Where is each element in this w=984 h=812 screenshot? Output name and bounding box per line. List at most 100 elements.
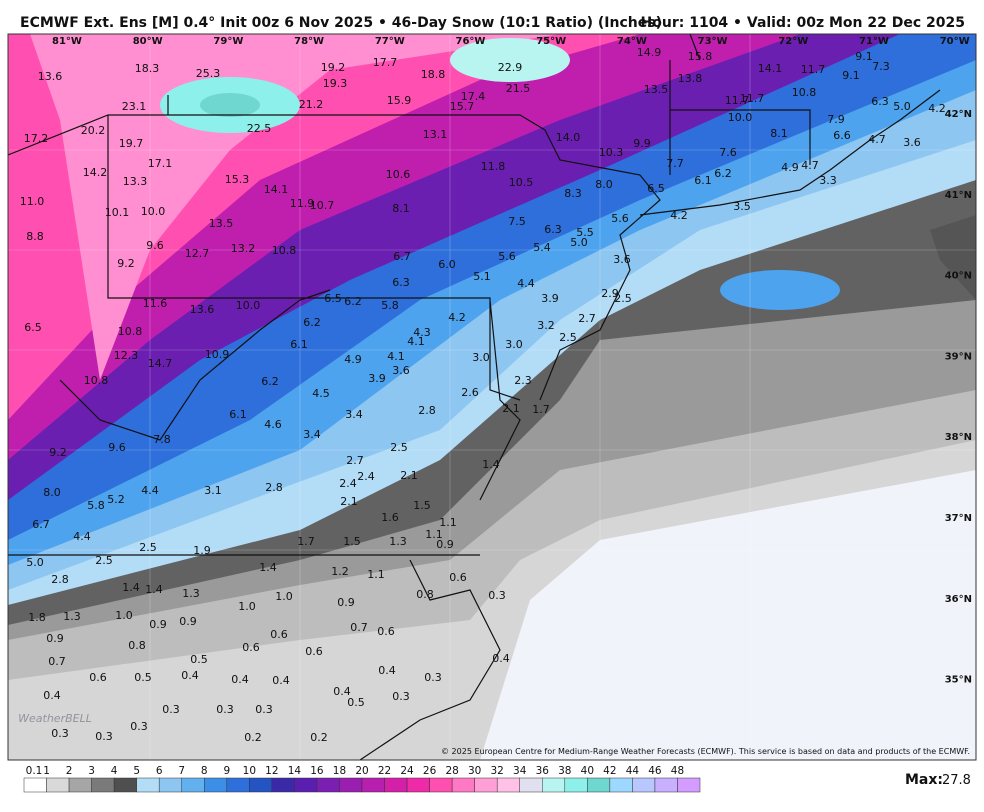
value-label: 6.0 [438, 258, 456, 271]
value-label: 1.4 [259, 561, 277, 574]
latitude-label: 36°N [945, 594, 972, 605]
value-label: 3.0 [472, 351, 490, 364]
colorbar-swatch [158, 777, 182, 793]
colorbar-swatch [587, 777, 611, 793]
value-label: 3.9 [541, 292, 559, 305]
value-label: 2.5 [614, 292, 632, 305]
value-label: 9.1 [855, 50, 873, 63]
value-label: 6.1 [229, 408, 247, 421]
value-label: 0.5 [134, 671, 152, 684]
value-label: 0.6 [89, 671, 107, 684]
value-label: 1.1 [439, 516, 457, 529]
longitude-label: 75°W [536, 36, 566, 47]
value-label: 0.3 [392, 690, 410, 703]
value-label: 0.4 [378, 664, 396, 677]
colorbar-label: 8 [201, 765, 208, 777]
colorbar-swatch [339, 777, 363, 793]
colorbar-swatch [23, 777, 47, 793]
value-label: 2.5 [95, 554, 113, 567]
value-label: 0.6 [377, 625, 395, 638]
value-label: 1.6 [381, 511, 399, 524]
value-label: 11.8 [481, 160, 506, 173]
title: ECMWF Ext. Ens [M] 0.4° Init 00z 6 Nov 2… [20, 15, 662, 31]
value-label: 10.8 [118, 325, 143, 338]
colorbar-label: 5 [133, 765, 140, 777]
value-label: 11.7 [801, 63, 826, 76]
value-label: 6.7 [393, 250, 411, 263]
value-label: 2.9 [601, 287, 619, 300]
value-label: 0.3 [488, 589, 506, 602]
longitude-label: 70°W [940, 36, 970, 47]
value-label: 8.8 [26, 230, 44, 243]
value-label: 0.3 [95, 730, 113, 743]
value-label: 4.1 [407, 335, 425, 348]
colorbar-swatch [429, 777, 453, 793]
value-label: 2.7 [578, 312, 596, 325]
colorbar-swatch [136, 777, 160, 793]
colorbar-label: 26 [423, 765, 437, 777]
value-label: 10.8 [84, 374, 109, 387]
value-label: 13.5 [209, 217, 234, 230]
value-label: 0.2 [310, 731, 328, 744]
colorbar-label: 38 [558, 765, 571, 777]
value-label: 0.3 [424, 671, 442, 684]
value-label: 3.4 [345, 408, 363, 421]
value-label: 0.9 [337, 596, 355, 609]
map-frame [7, 33, 977, 761]
value-label: 6.2 [344, 295, 362, 308]
value-label: 13.3 [123, 175, 148, 188]
value-label: 6.3 [392, 276, 410, 289]
value-label: 1.5 [413, 499, 431, 512]
value-label: 0.3 [162, 703, 180, 716]
colorbar-label: 3 [88, 765, 95, 777]
latitude-labels: 42°N 41°N 40°N 39°N 38°N 37°N 36°N 35°N [945, 109, 972, 686]
value-label: 7.5 [508, 215, 526, 228]
value-label: 18.8 [421, 68, 446, 81]
value-label: 15.9 [387, 94, 412, 107]
value-label: 10.8 [272, 244, 297, 257]
latitude-label: 38°N [945, 432, 972, 443]
colorbar-swatch [654, 777, 678, 793]
value-label: 5.4 [533, 241, 551, 254]
value-label: 6.5 [647, 182, 665, 195]
value-label: 18.3 [135, 62, 160, 75]
max-label: Max: [905, 772, 943, 788]
colorbar-label: 20 [355, 765, 368, 777]
value-label: 8.3 [564, 187, 582, 200]
value-label: 4.7 [868, 133, 886, 146]
colorbar-swatch [519, 777, 543, 793]
value-label: 1.4 [145, 583, 163, 596]
value-label: 3.0 [505, 338, 523, 351]
value-label: 0.4 [492, 652, 510, 665]
colorbar-label: 4 [111, 765, 118, 777]
value-label: 1.3 [389, 535, 407, 548]
value-label: 8.0 [43, 486, 61, 499]
value-label: 9.6 [146, 239, 164, 252]
value-label: 3.6 [903, 136, 921, 149]
value-label: 13.5 [644, 83, 669, 96]
value-label: 21.2 [299, 98, 324, 111]
value-label: 19.2 [321, 61, 346, 74]
value-label: 17.2 [24, 132, 49, 145]
colorbar-label: 14 [288, 765, 302, 777]
value-label: 2.5 [139, 541, 157, 554]
colorbar-label: 10 [243, 765, 256, 777]
value-label: 6.2 [303, 316, 321, 329]
value-label: 10.0 [728, 111, 753, 124]
value-label: 0.4 [231, 673, 249, 686]
longitude-label: 74°W [617, 36, 647, 47]
longitude-label: 72°W [778, 36, 808, 47]
colorbar-swatch [181, 777, 205, 793]
value-label: 3.4 [303, 428, 321, 441]
colorbar-swatch [316, 777, 340, 793]
value-label: 20.2 [81, 124, 106, 137]
colorbar-label: 46 [648, 765, 662, 777]
value-label: 3.6 [392, 364, 410, 377]
value-label: 5.1 [473, 270, 491, 283]
value-label: 4.5 [312, 387, 330, 400]
value-label: 9.6 [108, 441, 126, 454]
value-label: 10.9 [205, 348, 230, 361]
value-label: 0.5 [347, 696, 365, 709]
value-label: 3.5 [733, 200, 751, 213]
value-label: 6.5 [324, 292, 342, 305]
